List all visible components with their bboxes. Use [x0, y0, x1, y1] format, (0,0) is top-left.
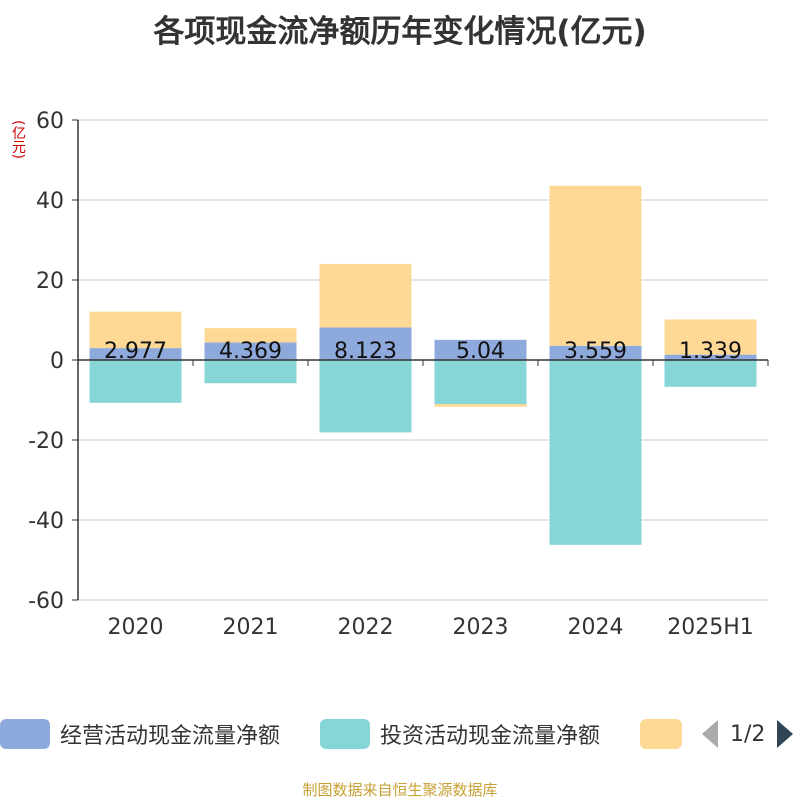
chart-title: 各项现金流净额历年变化情况(亿元): [153, 14, 647, 50]
y-tick-label: -60: [28, 589, 64, 614]
bar-series0-2025H1: [664, 354, 757, 360]
bar-series0-2021: [204, 342, 297, 360]
data-label-2024: 3.559: [564, 339, 627, 364]
x-tick-label-2023: 2023: [453, 615, 509, 640]
bar-series1-2022: [319, 360, 412, 433]
bar-series2-2022: [319, 263, 412, 328]
bar-series2-2025H1: [664, 319, 757, 355]
x-tick-label-2025H1: 2025H1: [667, 615, 754, 640]
bar-series1-2023: [434, 360, 527, 404]
legend-item-operating[interactable]: 经营活动现金流量净额: [0, 712, 280, 756]
data-label-2022: 8.123: [334, 339, 397, 364]
legend: 经营活动现金流量净额 投资活动现金流量净额 1/2: [0, 712, 800, 756]
bar-series2-2023: [434, 404, 527, 407]
axes: 60 40 20 0 -20 -40 -60 2020 2021 2022 2023 2024 2025…: [28, 109, 769, 640]
legend-item-financing[interactable]: [640, 712, 682, 756]
bar-series0-2022: [319, 327, 412, 360]
legend-pager: 1/2: [702, 712, 794, 756]
bar-series1-2021: [204, 360, 297, 384]
x-tick-label-2022: 2022: [338, 615, 394, 640]
data-labels: 2.977 4.369 8.123 5.04 3.559 1.339: [104, 339, 742, 364]
legend-swatch-financing: [640, 719, 682, 749]
bar-series2-2021: [204, 328, 297, 343]
x-tick-label-2020: 2020: [108, 615, 164, 640]
bar-series1-2020: [89, 360, 182, 403]
y-axis-unit-label: (亿元): [10, 120, 26, 159]
y-tick-label: 20: [36, 269, 64, 294]
bars: [89, 185, 757, 545]
bar-chart: 60 40 20 0 -20 -40 -60 2020 2021 2022 2023 2024 2025…: [28, 109, 769, 640]
legend-item-investing[interactable]: 投资活动现金流量净额: [320, 712, 600, 756]
bar-series0-2024: [549, 345, 642, 360]
legend-swatch-operating: [0, 719, 50, 749]
legend-label-operating: 经营活动现金流量净额: [60, 724, 281, 749]
pager-page-indicator: 1/2: [730, 721, 766, 747]
y-tick-label: -20: [28, 429, 64, 454]
y-tick-label: 0: [50, 349, 64, 374]
data-label-2020: 2.977: [104, 339, 167, 364]
bar-series2-2020: [89, 311, 182, 349]
y-tick-label: 60: [36, 109, 64, 134]
data-label-2023: 5.04: [456, 339, 505, 364]
data-label-2021: 4.369: [219, 339, 282, 364]
pager-prev-icon[interactable]: [702, 720, 718, 748]
y-tick-label: -40: [28, 509, 64, 534]
pager-next-icon[interactable]: [777, 720, 794, 748]
bar-series1-2025H1: [664, 360, 757, 387]
x-tick-label-2024: 2024: [568, 615, 624, 640]
y-tick-label: 40: [36, 189, 64, 214]
bar-series2-2024: [549, 185, 642, 346]
bar-series0-2020: [89, 348, 182, 360]
legend-swatch-investing: [320, 719, 370, 749]
legend-label-investing: 投资活动现金流量净额: [380, 724, 601, 749]
data-label-2025H1: 1.339: [679, 339, 742, 364]
x-tick-label-2021: 2021: [223, 615, 279, 640]
bar-series1-2024: [549, 360, 642, 545]
bar-series0-2023: [434, 339, 527, 360]
source-footer: 制图数据来自恒生聚源数据库: [302, 781, 498, 799]
